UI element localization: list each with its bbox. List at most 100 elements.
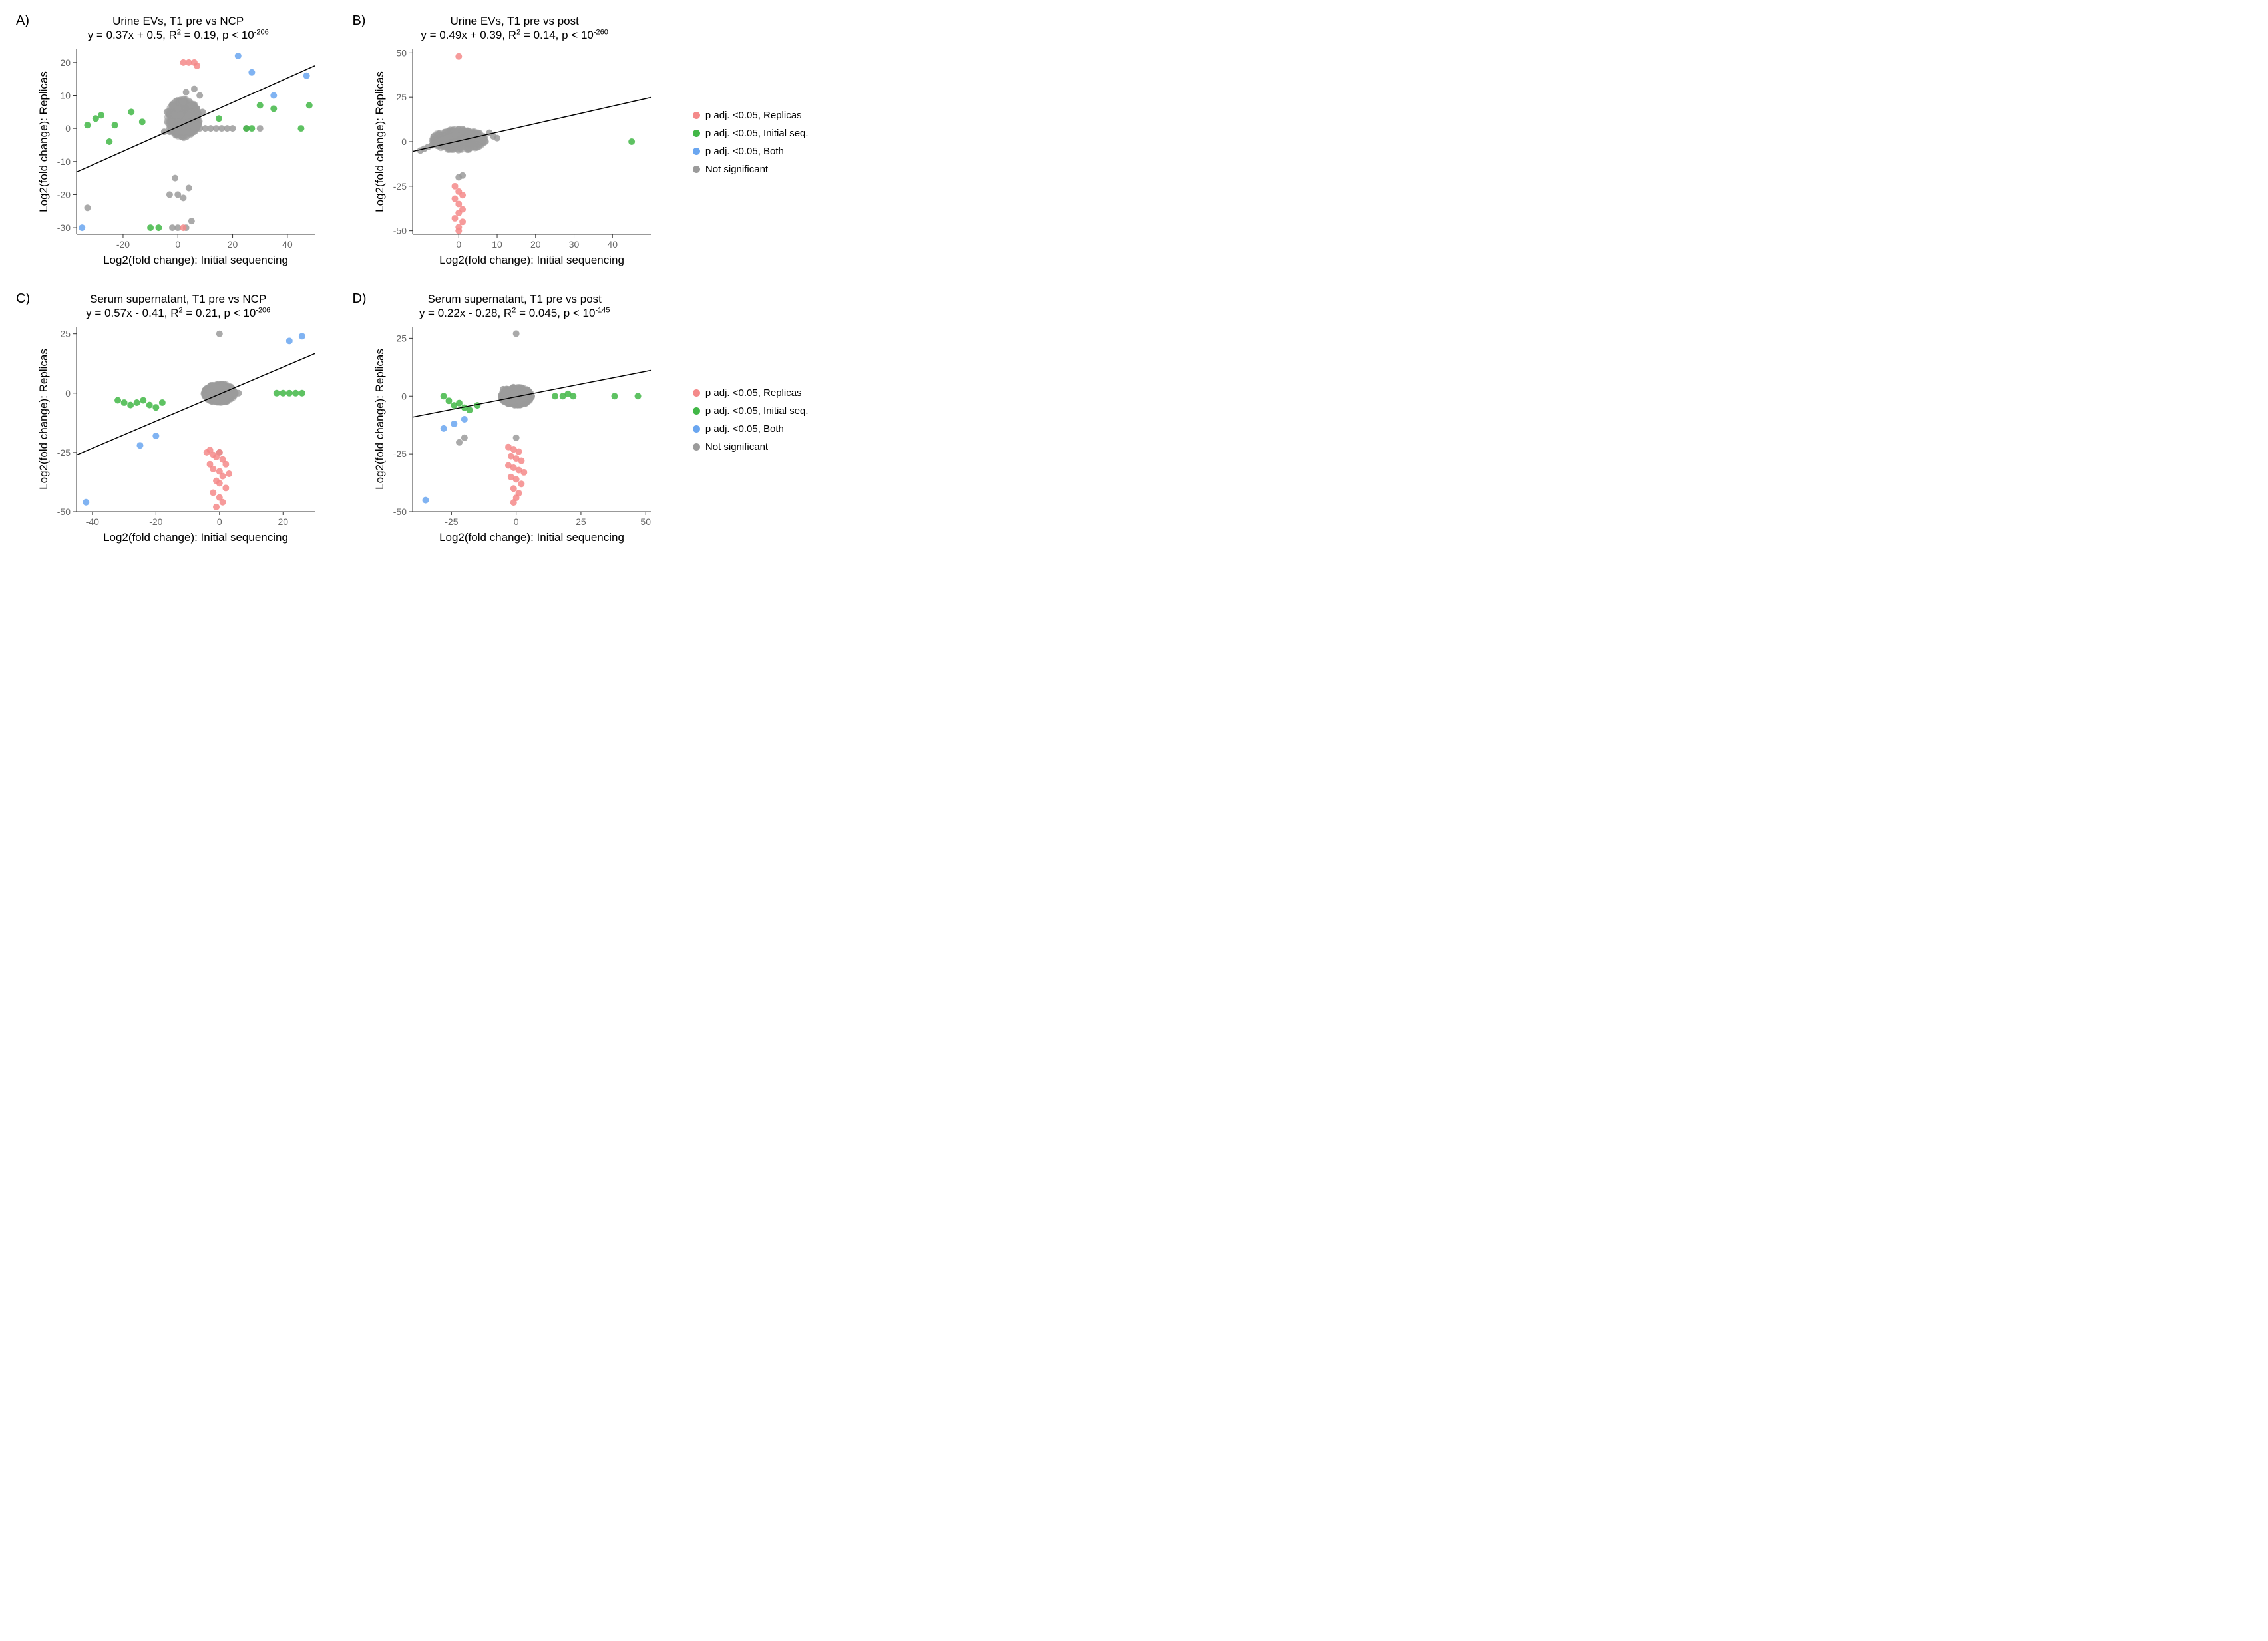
svg-text:-25: -25 <box>445 516 458 527</box>
legend-swatch-replicas <box>693 112 700 119</box>
legend-label-ns: Not significant <box>705 164 768 175</box>
point-initial <box>292 390 299 397</box>
point-ns <box>461 435 468 441</box>
panel-label-A: A) <box>16 13 29 29</box>
point-replicas <box>210 489 216 496</box>
x-axis-label: Log2(fold change): Initial sequencing <box>103 254 288 266</box>
panel-title1-A: Urine EVs, T1 pre vs NCP <box>88 14 269 28</box>
point-replicas <box>452 195 459 202</box>
point-both <box>152 433 159 439</box>
svg-text:0: 0 <box>175 239 180 250</box>
point-initial <box>128 108 134 115</box>
svg-text:10: 10 <box>492 239 502 250</box>
point-replicas <box>210 466 216 472</box>
chart-B: 010203040-50-2502550Log2(fold change): I… <box>371 45 658 272</box>
point-ns <box>494 134 500 141</box>
legend-item-replicas: p adj. <0.05, Replicas <box>693 110 852 121</box>
legend-item-ns: Not significant <box>693 441 852 453</box>
point-both <box>136 442 143 449</box>
svg-text:25: 25 <box>60 329 71 339</box>
point-initial <box>628 138 635 145</box>
point-replicas <box>180 224 186 231</box>
panel-D: D) Serum supernatant, T1 pre vs post y =… <box>349 291 679 550</box>
y-axis-label: Log2(fold change): Replicas <box>37 71 50 212</box>
svg-text:0: 0 <box>401 391 407 401</box>
point-replicas <box>226 470 232 477</box>
point-replicas <box>455 200 462 207</box>
point-ns <box>174 105 181 112</box>
svg-text:20: 20 <box>227 239 238 250</box>
point-ns <box>456 439 463 446</box>
svg-text:20: 20 <box>530 239 541 250</box>
point-initial <box>98 112 104 118</box>
svg-text:0: 0 <box>401 136 407 147</box>
chart-D: -2502550-50-25025Log2(fold change): Init… <box>371 323 658 549</box>
legend-item-initial: p adj. <0.05, Initial seq. <box>693 405 852 417</box>
point-replicas <box>216 449 223 456</box>
point-initial <box>147 224 154 231</box>
legend-swatch-ns <box>693 166 700 173</box>
point-initial <box>111 122 118 128</box>
panel-title1-D: Serum supernatant, T1 pre vs post <box>419 292 610 306</box>
point-initial <box>84 122 91 128</box>
point-both <box>451 421 457 427</box>
point-initial <box>286 390 293 397</box>
panel-label-B: B) <box>352 13 365 29</box>
point-ns <box>164 108 170 115</box>
legend-label-initial: p adj. <0.05, Initial seq. <box>705 405 809 417</box>
point-initial <box>152 404 159 411</box>
point-initial <box>446 397 453 404</box>
point-replicas <box>213 504 220 510</box>
panel-label-C: C) <box>16 291 30 307</box>
point-ns <box>513 435 520 441</box>
svg-text:-50: -50 <box>393 506 407 517</box>
panel-title-D: Serum supernatant, T1 pre vs post y = 0.… <box>419 292 610 321</box>
point-ns <box>166 191 173 198</box>
svg-text:-25: -25 <box>393 449 407 459</box>
point-ns <box>459 172 466 178</box>
point-initial <box>474 402 480 409</box>
point-ns <box>235 390 242 397</box>
chart-A: -2002040-30-20-1001020Log2(fold change):… <box>35 45 321 272</box>
legend-label-both: p adj. <0.05, Both <box>705 423 784 435</box>
svg-text:50: 50 <box>397 47 407 58</box>
panel-A: A) Urine EVs, T1 pre vs NCP y = 0.37x + … <box>13 13 343 272</box>
svg-text:-10: -10 <box>57 156 70 166</box>
point-initial <box>270 105 277 112</box>
point-initial <box>456 400 463 407</box>
legend-top: p adj. <0.05, Replicas p adj. <0.05, Init… <box>686 13 852 272</box>
panel-label-D: D) <box>352 291 366 307</box>
svg-text:30: 30 <box>569 239 580 250</box>
x-axis-label: Log2(fold change): Initial sequencing <box>439 531 624 544</box>
legend-item-replicas: p adj. <0.05, Replicas <box>693 387 852 399</box>
point-initial <box>133 399 140 406</box>
point-initial <box>120 399 127 406</box>
point-both <box>441 425 447 432</box>
point-initial <box>441 393 447 399</box>
point-ns <box>196 92 203 98</box>
point-ns <box>464 146 471 153</box>
svg-text:-25: -25 <box>57 447 70 458</box>
point-initial <box>256 102 263 108</box>
point-replicas <box>452 182 459 189</box>
point-replicas <box>222 461 229 468</box>
legend-item-ns: Not significant <box>693 164 852 175</box>
svg-text:-20: -20 <box>116 239 130 250</box>
panel-title-C: Serum supernatant, T1 pre vs NCP y = 0.5… <box>86 292 270 321</box>
legend-swatch-both <box>693 148 700 155</box>
panel-title-A: Urine EVs, T1 pre vs NCP y = 0.37x + 0.5… <box>88 14 269 43</box>
point-ns <box>191 85 198 92</box>
point-initial <box>138 118 145 125</box>
legend-label-initial: p adj. <0.05, Initial seq. <box>705 128 809 139</box>
x-axis-label: Log2(fold change): Initial sequencing <box>103 531 288 544</box>
panel-title1-C: Serum supernatant, T1 pre vs NCP <box>86 292 270 306</box>
svg-text:40: 40 <box>608 239 618 250</box>
point-initial <box>299 390 305 397</box>
legend-swatch-initial <box>693 130 700 137</box>
point-ns <box>513 330 520 337</box>
point-replicas <box>219 473 226 480</box>
panel-C: C) Serum supernatant, T1 pre vs NCP y = … <box>13 291 343 550</box>
chart-C: -40-20020-50-25025Log2(fold change): Ini… <box>35 323 321 549</box>
point-ns <box>433 130 440 137</box>
legend-bottom: p adj. <0.05, Replicas p adj. <0.05, Init… <box>686 291 852 550</box>
